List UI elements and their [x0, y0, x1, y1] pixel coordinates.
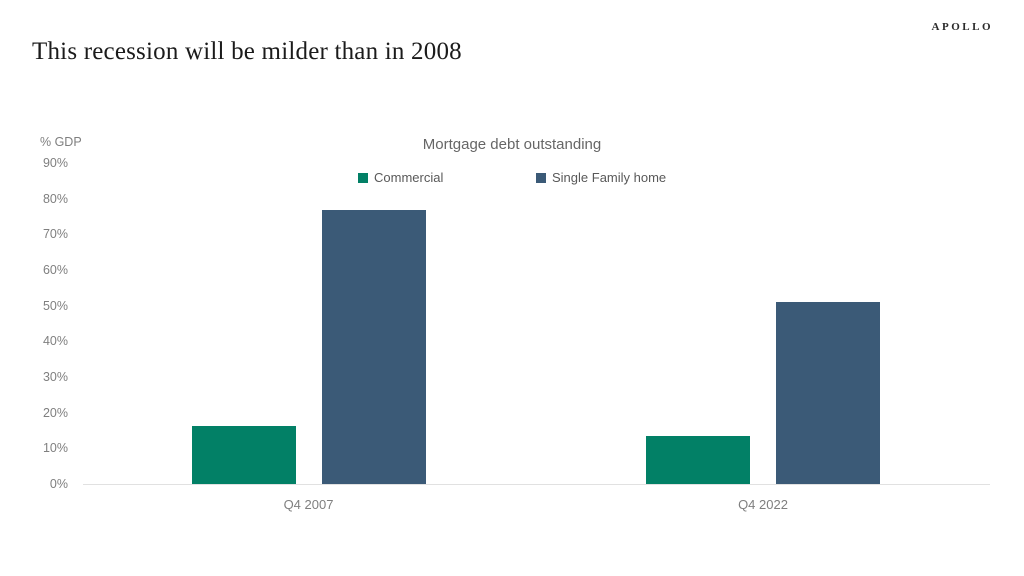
- legend-item-single-family: Single Family home: [536, 170, 666, 185]
- y-tick-label: 40%: [42, 334, 68, 349]
- y-tick-label: 20%: [42, 405, 68, 420]
- y-tick-label: 70%: [42, 227, 68, 242]
- legend-swatch-commercial-icon: [358, 172, 368, 183]
- y-tick-label: 90%: [42, 156, 68, 170]
- legend-item-commercial: Commercial: [358, 170, 443, 185]
- y-tick-label: 60%: [42, 263, 68, 277]
- x-tick-label: Q4 2022: [738, 497, 788, 512]
- legend-label-single-family: Single Family home: [552, 170, 667, 185]
- bar-commercial-q4-2022: [646, 436, 750, 484]
- y-tick-label: 50%: [42, 298, 68, 313]
- x-axis-line: [83, 484, 990, 485]
- y-tick-label: 30%: [42, 370, 68, 384]
- bar-commercial-q4-2007: [191, 426, 296, 484]
- bar-single-family-home-q4-2007: [321, 209, 426, 484]
- x-tick-label: Q4 2007: [283, 497, 334, 512]
- y-tick-label: 10%: [42, 441, 68, 456]
- y-axis-unit-label: % GDP: [40, 135, 82, 149]
- chart-title: Mortgage debt outstanding: [422, 136, 602, 153]
- y-tick-label: 0%: [49, 477, 68, 491]
- bar-single-family-home-q4-2022: [776, 302, 880, 484]
- legend-swatch-single-family-icon: [536, 172, 546, 183]
- y-tick-label: 80%: [42, 191, 68, 206]
- legend-label-commercial: Commercial: [374, 170, 444, 185]
- page-title: This recession will be milder than in 20…: [32, 38, 462, 65]
- chart-legend: Commercial Single Family home: [0, 170, 1024, 186]
- apollo-logo: APOLLO: [931, 21, 993, 33]
